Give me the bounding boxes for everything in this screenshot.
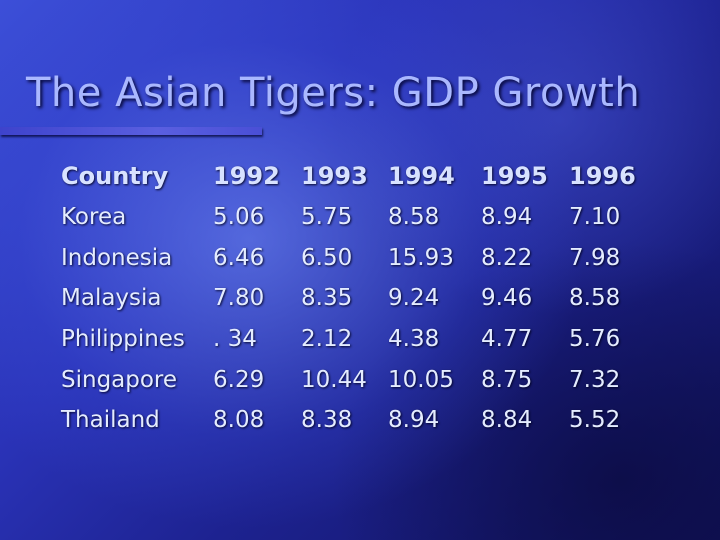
- value-cell: 6.29: [213, 366, 265, 393]
- country-cell: Malaysia: [61, 285, 162, 312]
- value-cell: 9.46: [481, 285, 533, 312]
- value-cell: 6.46: [213, 244, 265, 271]
- table-row: Indonesia 6.46 6.50 15.93 8.22 7.98: [54, 237, 649, 278]
- value-cell: 8.58: [569, 285, 621, 312]
- value-cell: 8.22: [481, 244, 533, 271]
- header-1992: 1992: [213, 162, 280, 191]
- country-cell: Philippines: [61, 326, 185, 353]
- value-cell: 5.76: [569, 326, 621, 353]
- table-row: Malaysia 7.80 8.35 9.24 9.46 8.58: [54, 278, 649, 319]
- value-cell: 10.44: [301, 366, 367, 393]
- header-1993: 1993: [301, 162, 368, 191]
- value-cell: 8.94: [388, 407, 440, 434]
- value-cell: 8.38: [301, 407, 353, 434]
- table-row: Philippines . 34 2.12 4.38 4.77 5.76: [54, 319, 649, 360]
- table-header-row: Country 1992 1993 1994 1995 1996: [54, 156, 649, 197]
- gdp-growth-table: Country 1992 1993 1994 1995 1996 Korea 5…: [54, 156, 649, 441]
- value-cell: 7.32: [569, 366, 621, 393]
- table-row: Thailand 8.08 8.38 8.94 8.84 5.52: [54, 400, 649, 441]
- value-cell: 8.08: [213, 407, 265, 434]
- header-1995: 1995: [481, 162, 548, 191]
- value-cell: 9.24: [388, 285, 440, 312]
- value-cell: 7.80: [213, 285, 265, 312]
- value-cell: 4.77: [481, 326, 533, 353]
- value-cell: 8.58: [388, 204, 440, 231]
- value-cell: 4.38: [388, 326, 440, 353]
- table-row: Singapore 6.29 10.44 10.05 8.75 7.32: [54, 359, 649, 400]
- value-cell: 7.98: [569, 244, 621, 271]
- value-cell: 15.93: [388, 244, 454, 271]
- value-cell: 5.52: [569, 407, 621, 434]
- country-cell: Indonesia: [61, 244, 173, 271]
- value-cell: 8.75: [481, 366, 533, 393]
- title-underline-bar: [0, 127, 262, 135]
- country-cell: Thailand: [61, 407, 160, 434]
- value-cell: . 34: [213, 326, 257, 353]
- value-cell: 8.94: [481, 204, 533, 231]
- country-cell: Singapore: [61, 366, 178, 393]
- value-cell: 10.05: [388, 366, 454, 393]
- value-cell: 7.10: [569, 204, 621, 231]
- header-1996: 1996: [569, 162, 636, 191]
- value-cell: 6.50: [301, 244, 353, 271]
- value-cell: 8.35: [301, 285, 353, 312]
- value-cell: 5.75: [301, 204, 353, 231]
- value-cell: 8.84: [481, 407, 533, 434]
- table-row: Korea 5.06 5.75 8.58 8.94 7.10: [54, 197, 649, 238]
- country-cell: Korea: [61, 204, 127, 231]
- slide-title: The Asian Tigers: GDP Growth: [26, 70, 641, 116]
- header-country: Country: [61, 162, 169, 191]
- header-1994: 1994: [388, 162, 455, 191]
- value-cell: 2.12: [301, 326, 353, 353]
- value-cell: 5.06: [213, 204, 265, 231]
